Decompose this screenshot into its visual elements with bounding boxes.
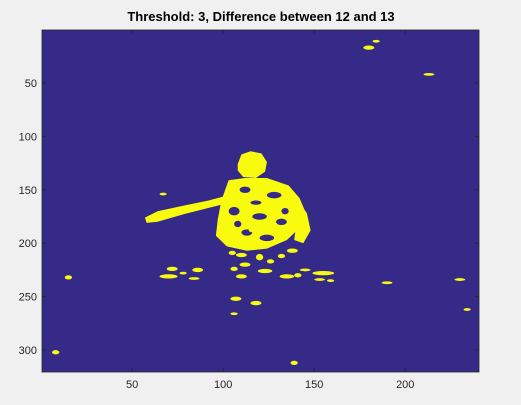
blob xyxy=(268,231,280,236)
blob xyxy=(228,250,236,255)
x-tick-label: 50 xyxy=(126,379,138,391)
blob xyxy=(463,308,471,311)
blob xyxy=(235,274,247,279)
hole xyxy=(266,191,282,199)
blob xyxy=(312,271,335,276)
blob xyxy=(64,275,73,280)
plot-frame xyxy=(41,29,480,373)
blob xyxy=(188,277,200,280)
region-right-arm xyxy=(288,202,311,244)
blob xyxy=(314,278,326,281)
blob xyxy=(363,45,375,50)
hole xyxy=(259,234,275,242)
blob xyxy=(279,274,295,279)
blob xyxy=(299,268,311,272)
x-tick-label: 150 xyxy=(305,379,323,391)
blob xyxy=(423,72,435,76)
blob xyxy=(372,39,380,43)
blob xyxy=(326,279,335,283)
hole xyxy=(250,200,262,205)
y-axis: 50 100 150 200 250 300 xyxy=(19,78,479,357)
blob xyxy=(266,259,275,264)
hole xyxy=(239,186,251,193)
hole xyxy=(275,218,287,226)
blob xyxy=(159,192,167,196)
blob xyxy=(230,312,238,316)
hole xyxy=(252,213,267,220)
blob xyxy=(221,231,233,236)
blob xyxy=(250,300,262,306)
blob xyxy=(248,228,260,233)
x-tick-label: 100 xyxy=(214,379,232,391)
blob xyxy=(286,248,298,253)
blob xyxy=(234,227,242,232)
blob xyxy=(179,271,187,275)
blob xyxy=(381,281,393,285)
y-tick-label: 300 xyxy=(19,345,37,357)
blob xyxy=(235,252,247,258)
blob xyxy=(159,274,178,279)
y-tick-label: 100 xyxy=(19,131,37,143)
blob xyxy=(52,350,60,355)
plot-area xyxy=(41,29,480,373)
y-tick-label: 200 xyxy=(19,238,37,250)
x-tick-label: 200 xyxy=(396,379,414,391)
blob xyxy=(192,267,204,273)
chart-title: Threshold: 3, Difference between 12 and … xyxy=(127,9,394,24)
blob xyxy=(277,253,286,259)
hole xyxy=(281,207,289,215)
blob xyxy=(230,296,242,301)
blob xyxy=(166,266,178,272)
blob xyxy=(294,273,302,278)
blob xyxy=(257,268,273,274)
x-axis: 50 100 150 200 xyxy=(126,30,414,391)
blob xyxy=(255,253,264,261)
hole xyxy=(234,220,242,228)
region-head xyxy=(237,151,267,178)
y-tick-label: 250 xyxy=(19,292,37,304)
hole xyxy=(228,206,240,216)
blob xyxy=(230,266,238,272)
y-tick-label: 150 xyxy=(19,185,37,197)
blob xyxy=(454,278,466,281)
blob xyxy=(290,360,298,366)
y-tick-label: 50 xyxy=(25,78,37,90)
blob xyxy=(239,262,251,267)
